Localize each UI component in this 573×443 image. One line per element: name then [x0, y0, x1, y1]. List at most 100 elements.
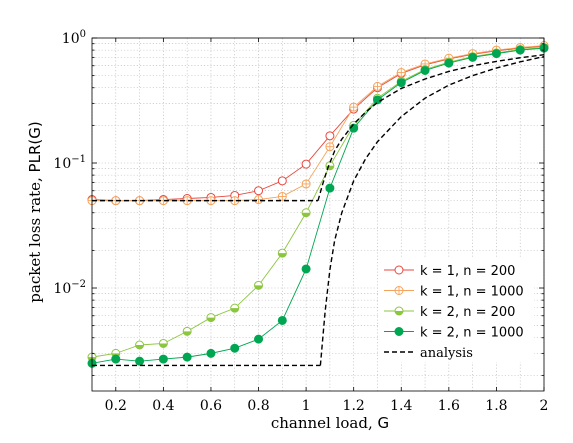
x-tick-label: 1: [302, 398, 311, 414]
x-tick-label: 1.6: [438, 398, 460, 414]
marker-circle: [254, 334, 264, 344]
x-tick-label: 1.8: [485, 398, 507, 414]
plot-frame: [91, 37, 545, 392]
y-axis-label-symbol: PLR(G): [26, 121, 44, 172]
data-point: [230, 303, 240, 313]
marker-circle: [325, 131, 335, 141]
x-tick-label: 0.8: [247, 398, 269, 414]
y-tick-exponent: 0: [80, 29, 86, 40]
data-point: [254, 280, 264, 290]
y-tick-exponent: −2: [71, 279, 86, 290]
marker-circle: [277, 176, 287, 186]
marker-circle: [206, 348, 216, 358]
y-axis-label: packet loss rate, PLR(G): [26, 121, 44, 302]
analysis-line: [317, 54, 545, 201]
legend-swatch-marker: [394, 306, 404, 316]
series-k-1-n-200: [87, 41, 549, 206]
legend-box: [378, 257, 534, 362]
marker-circle: [111, 354, 121, 364]
x-tick-label: 0.4: [152, 398, 174, 414]
x-tick-label: 1.2: [343, 398, 365, 414]
data-point: [325, 183, 335, 193]
marker-half-fill: [254, 285, 263, 290]
data-point: [158, 338, 168, 348]
data-point: [349, 102, 359, 112]
data-point: [182, 352, 192, 362]
legend-label: k = 1, n = 1000: [420, 285, 524, 300]
data-point: [254, 334, 264, 344]
marker-half-fill: [206, 317, 215, 322]
data-point: [206, 348, 216, 358]
data-point: [111, 196, 121, 206]
data-point: [325, 142, 335, 152]
data-point: [135, 340, 145, 350]
legend-label: k = 2, n = 200: [420, 305, 515, 320]
data-point: [396, 67, 406, 77]
marker-half-fill: [395, 311, 403, 315]
axes: [91, 37, 545, 392]
marker-circle: [372, 95, 382, 105]
y-tick-label: 10−1: [53, 154, 86, 172]
data-point: [491, 49, 501, 59]
data-point: [206, 313, 216, 323]
y-tick-base: 10: [53, 281, 71, 297]
y-tick-label: 100: [62, 29, 86, 47]
marker-circle: [394, 265, 404, 275]
marker-circle: [444, 58, 454, 68]
data-point: [230, 343, 240, 353]
data-point: [372, 81, 382, 91]
data-point: [325, 131, 335, 141]
x-tick-label: 2: [540, 398, 549, 414]
marker-half-fill: [135, 345, 144, 350]
data-point: [277, 176, 287, 186]
y-tick-exponent: −1: [71, 154, 86, 165]
data-point: [444, 58, 454, 68]
marker-circle: [277, 315, 287, 325]
marker-circle: [135, 356, 145, 366]
data-point: [254, 195, 264, 205]
legend-swatch-marker: [394, 265, 404, 275]
marker-circle: [230, 343, 240, 353]
marker-circle: [158, 354, 168, 364]
legend-item: k = 1, n = 1000: [384, 285, 524, 300]
legend-item: k = 1, n = 200: [384, 264, 515, 279]
legend: k = 1, n = 200 k = 1, n = 1000 k = 2, n = …: [378, 257, 534, 362]
marker-circle: [254, 186, 264, 196]
marker-circle: [394, 327, 404, 336]
data-point: [135, 196, 145, 206]
marker-circle: [182, 352, 192, 362]
x-axis-label-symbol: G: [378, 414, 390, 432]
y-tick-base: 10: [53, 156, 71, 172]
legend-label: analysis: [420, 346, 473, 361]
marker-circle: [420, 65, 430, 75]
series-analysis: [92, 54, 545, 367]
data-point: [372, 95, 382, 105]
data-point: [277, 248, 287, 258]
legend-swatch-marker: [394, 327, 404, 336]
marker-circle: [468, 52, 478, 62]
data-point: [396, 78, 406, 88]
legend-label: k = 2, n = 1000: [420, 326, 524, 341]
data-point: [254, 186, 264, 196]
data-point: [468, 52, 478, 62]
x-tick-label: 0.6: [200, 398, 222, 414]
series-line: [91, 45, 545, 202]
legend-label: k = 1, n = 200: [420, 264, 515, 279]
y-axis-label-text: packet loss rate,: [26, 177, 44, 303]
marker-circle: [491, 49, 501, 59]
data-point: [301, 264, 311, 274]
marker-half-fill: [159, 343, 168, 348]
marker-half-fill: [302, 212, 311, 217]
y-tick-base: 10: [62, 31, 80, 47]
data-point: [277, 315, 287, 325]
marker-half-fill: [183, 331, 192, 336]
data-point: [301, 159, 311, 169]
series-layer: [87, 41, 549, 368]
data-point: [301, 208, 311, 218]
marker-circle: [301, 264, 311, 274]
legend-item: k = 2, n = 200: [384, 305, 515, 320]
legend-swatch-marker: [394, 286, 404, 295]
marker-circle: [325, 183, 335, 193]
